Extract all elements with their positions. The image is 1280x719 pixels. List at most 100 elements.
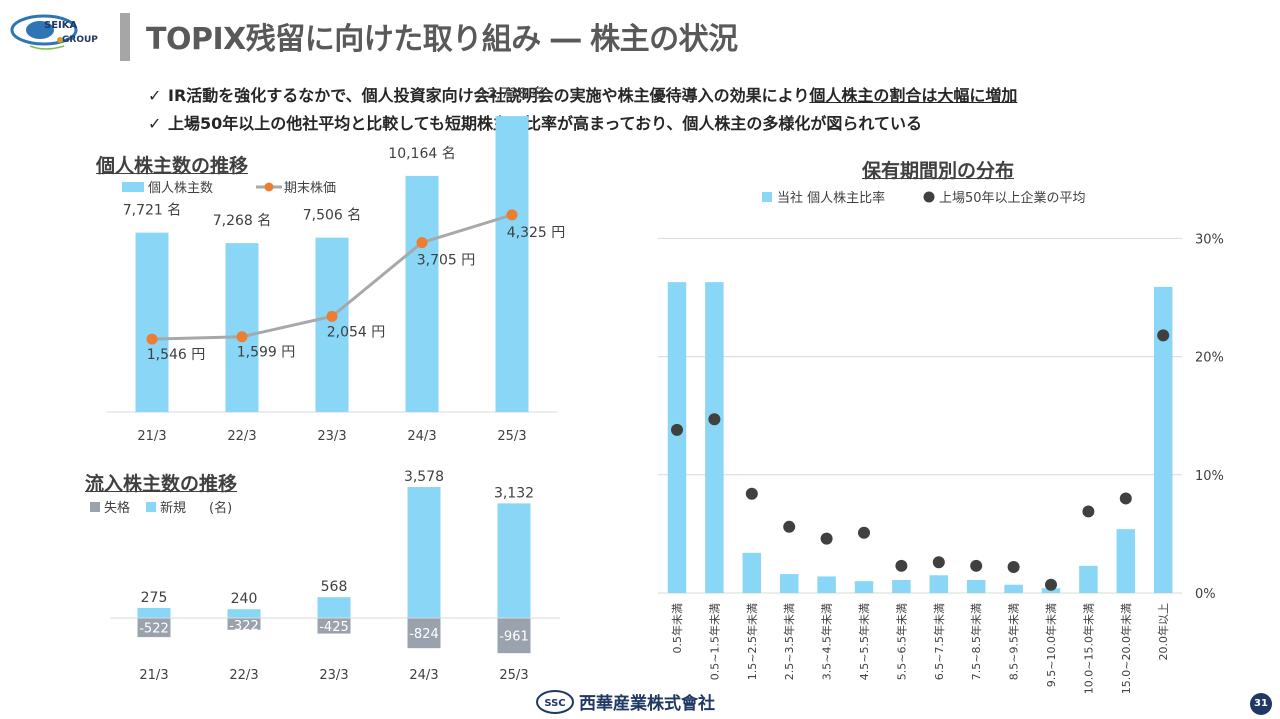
price-point	[146, 333, 158, 345]
bullet-text: IR活動を強化するなかで、個人投資家向け会社説明会の実施や株主優待導入の効果によ…	[168, 86, 810, 105]
company-ratio-bar	[1079, 565, 1098, 593]
checkmark-icon: ✓	[148, 114, 162, 133]
legend-swatch-lost	[90, 502, 100, 512]
x-tick-label: 5.5~6.5年未満	[894, 603, 908, 680]
x-tick-label: 0.5年未満	[670, 603, 684, 654]
legend-swatch-company	[762, 192, 772, 202]
new-holders-data-label: 3,578	[404, 469, 444, 485]
x-tick-label: 7.5~8.5年未満	[969, 603, 983, 680]
x-tick-label: 24/3	[407, 429, 436, 444]
average-ratio-point	[932, 556, 945, 569]
average-ratio-point	[820, 532, 833, 545]
new-holders-data-label: 3,132	[494, 485, 534, 501]
new-holders-bar	[407, 487, 441, 618]
company-ratio-bar	[1153, 286, 1173, 593]
lost-holders-bar	[317, 618, 351, 634]
title-accent-bar	[120, 13, 130, 61]
company-ratio-bar	[1004, 584, 1023, 593]
legend-label-price: 期末株価	[284, 181, 336, 196]
holders-data-label: 7,268 名	[213, 213, 272, 229]
y-tick-label: 10%	[1195, 469, 1224, 484]
company-ratio-bar	[1116, 529, 1136, 593]
lost-holders-bar	[407, 618, 441, 649]
company-ratio-bar	[817, 576, 836, 593]
average-ratio-point	[745, 487, 758, 500]
holders-chart-title: 個人株主数の推移	[96, 155, 249, 177]
company-ratio-bar	[854, 581, 874, 593]
x-tick-label: 25/3	[499, 668, 528, 683]
price-point	[326, 310, 338, 322]
lost-holders-data-label: -824	[409, 627, 439, 642]
inflow-chart-title: 流入株主数の推移	[85, 473, 238, 495]
bullet-highlight: 個人株主の割合は大幅に増加	[809, 86, 1018, 105]
price-data-label: 3,705 円	[417, 253, 476, 269]
legend-swatch-average	[923, 191, 935, 203]
company-footer-logo: SSC 西華産業株式會社	[535, 689, 750, 715]
legend-label-company: 当社 個人株主比率	[777, 190, 885, 206]
holders-data-label: 10,164 名	[388, 146, 455, 162]
x-tick-label: 10.0~15.0年未満	[1081, 603, 1095, 694]
price-data-label: 4,325 円	[507, 225, 566, 241]
average-ratio-point	[1007, 560, 1020, 573]
x-tick-label: 8.5~9.5年未満	[1007, 603, 1021, 680]
x-tick-label: 15.0~20.0年未満	[1119, 603, 1133, 694]
y-tick-label: 20%	[1195, 351, 1224, 366]
legend-label-average: 上場50年以上企業の平均	[939, 190, 1086, 206]
average-ratio-point	[858, 526, 870, 539]
new-holders-bar	[317, 597, 351, 618]
x-tick-label: 22/3	[227, 429, 256, 444]
average-ratio-point	[1119, 492, 1132, 505]
price-point	[236, 331, 248, 343]
company-ratio-bar	[742, 552, 762, 593]
legend-label-new: 新規	[160, 500, 186, 516]
company-ratio-bar	[966, 579, 986, 593]
lost-holders-data-label: -961	[499, 630, 529, 645]
logo-text-group: GROUP	[62, 35, 98, 45]
average-ratio-point	[970, 559, 983, 572]
page-number: 31	[1250, 693, 1272, 715]
holders-data-label: 12,738 名	[478, 86, 545, 102]
average-ratio-point	[1045, 578, 1057, 591]
holding-period-chart-title: 保有期間別の分布	[862, 160, 1015, 182]
x-tick-label: 21/3	[139, 668, 168, 683]
x-tick-label: 24/3	[409, 668, 438, 683]
checkmark-icon: ✓	[148, 86, 162, 105]
average-ratio-point	[708, 413, 721, 426]
holders-bar	[495, 116, 529, 413]
company-ratio-bar	[929, 575, 949, 593]
x-tick-label: 22/3	[229, 668, 258, 683]
x-tick-label: 23/3	[319, 668, 348, 683]
bullet-point: ✓ IR活動を強化するなかで、個人投資家向け会社説明会の実施や株主優待導入の効果に…	[148, 82, 1017, 106]
y-tick-label: 0%	[1195, 587, 1216, 602]
x-tick-label: 2.5~3.5年未満	[782, 603, 796, 680]
lost-holders-bar	[227, 618, 261, 630]
x-tick-label: 25/3	[497, 429, 526, 444]
new-holders-bar	[137, 607, 171, 618]
company-ratio-bar	[705, 282, 724, 593]
new-holders-data-label: 240	[231, 591, 258, 607]
x-tick-label: 0.5~1.5年未満	[707, 603, 721, 680]
legend-label-holders: 個人株主数	[148, 181, 213, 196]
holders-data-label: 7,721 名	[123, 203, 182, 219]
holders-bar	[225, 243, 259, 412]
price-data-label: 2,054 円	[327, 324, 386, 340]
y-tick-label: 30%	[1195, 232, 1224, 247]
bullet-text: 上場50年以上の他社平均と比較しても短期株主の比率が高まっており、個人株主の多様…	[168, 114, 922, 133]
x-tick-label: 9.5~10.0年未満	[1044, 603, 1058, 687]
legend-swatch-new	[146, 502, 156, 512]
average-ratio-point	[895, 559, 908, 572]
price-point	[506, 209, 518, 221]
page-title: TOPIX残留に向けた取り組み ― 株主の状況	[146, 22, 738, 57]
bullet-point: ✓ 上場50年以上の他社平均と比較しても短期株主の比率が高まっており、個人株主の多…	[148, 110, 922, 134]
x-tick-label: 23/3	[317, 429, 346, 444]
company-ratio-bar	[892, 579, 911, 593]
x-tick-label: 3.5~4.5年未満	[820, 603, 834, 680]
price-data-label: 1,546 円	[147, 347, 206, 363]
company-mark: SSC	[544, 698, 565, 709]
company-ratio-bar	[779, 574, 799, 593]
price-point	[416, 237, 428, 249]
holders-bar	[405, 175, 439, 412]
price-data-label: 1,599 円	[237, 345, 296, 361]
company-ratio-bar	[667, 282, 687, 593]
